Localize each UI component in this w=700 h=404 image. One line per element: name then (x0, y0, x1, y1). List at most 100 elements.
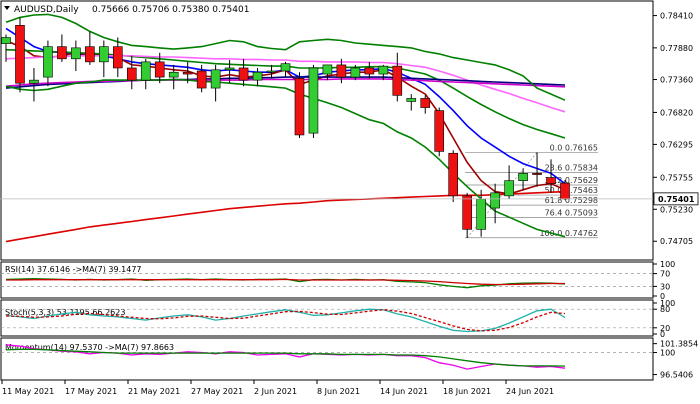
date-tick-label: 27 May 2021 (191, 387, 243, 396)
current-price-label: 0.75401 (658, 195, 695, 204)
candle (210, 64, 221, 102)
candle (238, 58, 249, 87)
candle (43, 40, 53, 87)
indicator-line (5, 308, 566, 333)
fib-level-label: 23.6 0.75834 (545, 163, 598, 172)
candle (57, 34, 67, 62)
indicator-line (5, 309, 566, 332)
candle (364, 61, 375, 79)
candle (462, 192, 472, 238)
momentum-title: Momentum(14) 97.5370 ->MA(7) 97.8663 (5, 343, 174, 352)
current-price-tag (653, 192, 699, 206)
candle (15, 17, 25, 93)
indicator-line (5, 344, 566, 370)
candle (224, 60, 235, 84)
candle (113, 37, 123, 78)
date-tick-label: 14 Jun 2021 (380, 387, 428, 396)
price-tick-label: 0.76295 (660, 140, 693, 149)
date-tick-label: 11 May 2021 (2, 387, 54, 396)
candle (280, 61, 291, 78)
candle (294, 72, 305, 139)
date-tick-label: 17 May 2021 (65, 387, 117, 396)
candle (420, 95, 431, 114)
date-tick-label: 2 Jun 2021 (254, 387, 297, 396)
indicator-tick-label: 80 (660, 305, 670, 314)
ma-line (5, 190, 566, 243)
fibonacci-retracement[interactable]: 0.0 0.76165 23.6 0.75834 38.2 0.7562950.0 … (465, 143, 598, 239)
candle (532, 152, 542, 187)
candle (182, 61, 193, 84)
candle (29, 67, 39, 102)
candle (490, 183, 500, 224)
candle (140, 58, 151, 90)
price-pane-border (0, 0, 654, 261)
rsi-pane-border (0, 261, 654, 299)
candle (266, 64, 277, 79)
candle (406, 94, 417, 111)
candle (85, 31, 95, 65)
fib-level-label: 61.8 0.75298 (545, 196, 598, 205)
indicator-line (5, 348, 566, 367)
indicator-tick-label: 70 (660, 270, 670, 279)
ma-line (5, 13, 566, 101)
candle (448, 150, 459, 202)
candle (392, 52, 403, 102)
price-tick-label: 0.77360 (660, 76, 693, 85)
candle (168, 64, 179, 90)
indicator-tick-label: 96.5406 (660, 371, 693, 380)
candle (252, 67, 263, 87)
candle (504, 165, 514, 199)
momentum-pane[interactable]: Momentum(14) 97.5370 ->MA(7) 97.8663 101… (0, 337, 698, 381)
triangle-down-icon[interactable] (4, 6, 10, 10)
indicator-tick-label: 101.3854 (660, 340, 698, 349)
indicator-tick-label: 0 (660, 292, 665, 301)
date-axis: 11 May 2021 17 May 2021 21 May 2021 27 May … (1, 380, 554, 396)
date-tick-label: 21 May 2021 (128, 387, 180, 396)
candle (350, 64, 361, 81)
rsi-title: RSI(14) 37.6146 ->MA(7) 39.1477 (5, 265, 142, 274)
indicator-tick-label: 100 (660, 348, 675, 357)
price-tick-label: 0.75755 (660, 173, 693, 182)
indicator-tick-label: 0 (660, 330, 665, 339)
indicator-tick-label: 100 (660, 260, 675, 269)
stochastic-pane-border (0, 299, 654, 337)
ma-line (5, 78, 566, 238)
ohlc-values: 0.75666 0.75706 0.75380 0.75401 (92, 5, 249, 15)
candle (196, 64, 207, 93)
candle (71, 40, 81, 72)
indicator-tick-label: 30 (660, 282, 670, 291)
candle (99, 40, 109, 78)
chart-header: AUDUSD,Daily 0.75666 0.75706 0.75380 0.7… (4, 5, 249, 15)
price-pane[interactable]: 0.0 0.76165 23.6 0.75834 38.2 0.7562950.0 … (0, 0, 699, 261)
stochastic-title: Stoch(5,3,3) 53.1195 66.2623 (5, 308, 125, 317)
fib-level-label: 76.4 0.75093 (545, 209, 598, 218)
date-tick-label: 8 Jun 2021 (317, 387, 360, 396)
candle (434, 107, 445, 157)
fib-level-label: 50.0 0.75463 (545, 186, 598, 195)
date-tick-label: 18 Jun 2021 (443, 387, 491, 396)
candle (322, 64, 333, 81)
candle (518, 168, 528, 190)
indicator-tick-label: 100 (660, 299, 675, 308)
price-tick-label: 0.77880 (660, 44, 693, 53)
candle (1, 34, 11, 62)
candle (154, 52, 165, 84)
candle (308, 64, 319, 139)
price-tick-label: 0.76820 (660, 108, 693, 117)
symbol-label: AUDUSD,Daily (14, 5, 79, 15)
candle (378, 64, 389, 81)
price-axis: 0.78410 0.77880 0.77360 0.76820 0.76295 0.757… (0, 12, 699, 246)
price-tick-label: 0.78410 (660, 12, 693, 21)
momentum-pane-border (0, 337, 654, 381)
candle (126, 55, 137, 90)
fib-level-label: 0.0 0.76165 (550, 143, 598, 152)
fib-level-label: 100.0 0.74762 (539, 229, 598, 238)
fib-level-label: 38.2 0.75629 (545, 176, 598, 185)
price-tick-label: 0.75230 (660, 205, 693, 214)
candles (1, 17, 570, 238)
candle (336, 58, 347, 84)
